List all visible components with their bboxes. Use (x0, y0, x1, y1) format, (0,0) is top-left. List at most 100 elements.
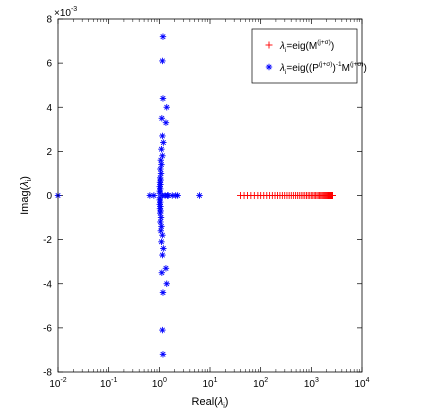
y-exponent-label: ×10-3 (54, 6, 77, 19)
y-tick-label: 2 (46, 147, 52, 158)
legend-marker-star (265, 63, 273, 71)
star-stroke (159, 115, 165, 121)
y-tick-label: -2 (43, 235, 52, 246)
axis-ticks: 10-2 10-1 100 101 102 103 104-8-6-4-202468×10-… (43, 6, 370, 390)
star-stroke (158, 208, 164, 214)
data-point-series-2 (157, 227, 165, 234)
x-tick-label-base: 10 (152, 379, 164, 390)
data-point-series-2 (157, 218, 164, 226)
star-stroke (158, 170, 164, 176)
star-stroke (157, 190, 163, 196)
data-point-series-2 (159, 351, 167, 358)
legend-text: =eig((P (286, 63, 319, 74)
legend-marker-plus (265, 41, 273, 49)
data-point-series-2 (196, 192, 203, 199)
x-tick-label: 104 (354, 377, 369, 390)
legend-box (251, 28, 358, 84)
data-point-series-2 (159, 251, 166, 259)
x-axis-label-text: ) (225, 396, 229, 408)
data-point-series-2 (159, 57, 166, 65)
star-stroke (159, 133, 165, 139)
x-axis-label-symbol: λ (217, 396, 223, 408)
data-point-series-2 (163, 104, 170, 111)
x-tick-label-base: 10 (304, 379, 316, 390)
star-stroke (160, 245, 166, 252)
x-tick-label: 103 (304, 377, 319, 390)
x-axis-label: Real(λi) (192, 396, 229, 410)
data-point-series-2 (162, 265, 170, 272)
star-stroke (158, 215, 164, 221)
y-tick-label: 8 (46, 15, 52, 26)
data-point-series-2 (158, 145, 165, 153)
x-tick-label-exponent: -1 (111, 377, 117, 384)
x-axis-label-text: Real( (192, 396, 219, 408)
data-point-series-2 (150, 192, 158, 199)
x-tick-label: 101 (202, 377, 217, 390)
star-stroke (159, 327, 165, 333)
legend-superscript: (j+σ) (350, 61, 364, 68)
star-stroke (158, 157, 164, 163)
data-point-series-2 (162, 119, 170, 126)
data-point-series-2 (159, 289, 167, 296)
legend-text: =eig(M (286, 41, 317, 52)
x-tick-label-base: 10 (354, 379, 366, 390)
x-tick-label: 100 (152, 377, 167, 390)
legend-superscript: -1 (336, 61, 342, 68)
legend-entry-series-2: λi=eig((P(j+σ))-1M(j+σ)) (279, 61, 367, 76)
legend-text: ) (331, 41, 334, 52)
legend-entry-series-1: λi=eig(M(j+σ)) (279, 39, 334, 54)
data-point-series-2 (174, 192, 181, 199)
star-stroke (158, 146, 164, 152)
axes-frame (57, 18, 363, 373)
star-stroke (158, 239, 164, 245)
axis-labels: Real(λi)Imag(λi) (19, 176, 228, 410)
y-tick-label: -6 (43, 323, 52, 334)
y-tick-label: -8 (43, 368, 52, 379)
legend-lambda: λ (279, 41, 285, 52)
y-exponent-power: -3 (71, 6, 77, 13)
y-axis-label-text: ) (19, 176, 31, 180)
x-tick-label-exponent: 1 (214, 377, 218, 384)
star-stroke (147, 192, 153, 199)
x-tick-label: 10-1 (100, 377, 117, 390)
x-tick-label-exponent: 0 (163, 377, 167, 384)
legend-text: ) (364, 63, 367, 74)
x-tick-label-base: 10 (49, 379, 61, 390)
legend-lambda: λ (279, 63, 285, 74)
star-stroke (158, 228, 164, 234)
x-tick-label: 10-2 (49, 377, 66, 390)
x-tick-label-base: 10 (202, 379, 214, 390)
legend-superscript: (j+σ) (317, 39, 331, 46)
star-stroke (157, 195, 163, 201)
star-stroke (160, 351, 166, 357)
data-point-series-2 (158, 161, 165, 168)
y-tick-label: 0 (46, 191, 52, 202)
legend-subscript: i (285, 69, 286, 76)
star-stroke (160, 139, 166, 146)
star-stroke (160, 290, 166, 296)
y-axis-label-symbol: λ (19, 181, 31, 187)
data-point-series-2 (157, 170, 165, 177)
x-tick-label-exponent: 2 (264, 377, 268, 384)
data-markers (54, 33, 336, 358)
legend-text: M (342, 63, 350, 74)
data-point-series-2 (157, 165, 164, 173)
legend-subscript: i (285, 47, 286, 54)
data-point-series-2 (159, 326, 166, 334)
x-axis-label-subscript: i (223, 403, 225, 410)
data-point-series-2 (159, 33, 167, 40)
star-stroke (157, 219, 163, 225)
star-stroke (160, 95, 166, 101)
y-axis-label: Imag(λi) (19, 176, 33, 215)
data-point-series-2 (160, 139, 167, 146)
data-point-series-2 (158, 223, 165, 230)
data-point-series-2 (158, 115, 166, 122)
y-axis-label-text: Imag( (19, 186, 31, 214)
data-point-series-1 (328, 192, 336, 199)
star-stroke (158, 223, 164, 229)
data-point-series-2 (157, 157, 165, 164)
y-exponent-base: ×10 (54, 8, 71, 19)
star-stroke (164, 281, 170, 287)
